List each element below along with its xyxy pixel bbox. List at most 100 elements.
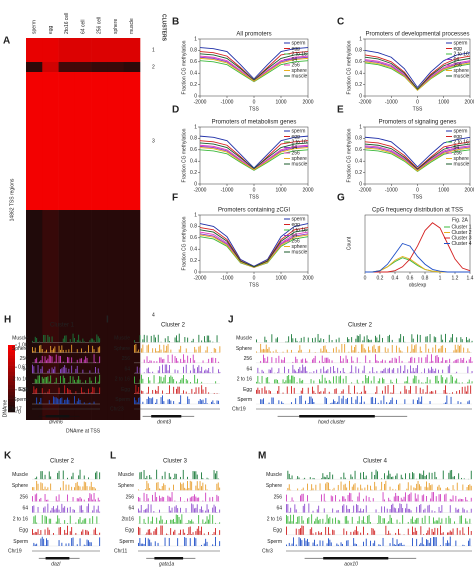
track-signal bbox=[365, 349, 367, 353]
track-signal bbox=[199, 371, 201, 374]
track-signal bbox=[202, 478, 204, 480]
legend-label: 2 to 16 bbox=[292, 227, 308, 233]
track-signal bbox=[192, 338, 194, 343]
track-signal bbox=[205, 341, 207, 343]
track-signal bbox=[191, 519, 193, 524]
track-signal bbox=[260, 399, 262, 404]
track-signal bbox=[138, 397, 140, 404]
track-signal bbox=[208, 531, 209, 535]
track-signal bbox=[183, 366, 184, 374]
x-tick-label: 0 bbox=[253, 275, 256, 281]
track-signal bbox=[261, 388, 263, 394]
track-signal bbox=[438, 380, 439, 384]
track-signal bbox=[350, 493, 352, 502]
track-signal bbox=[192, 504, 194, 513]
track-signal bbox=[344, 498, 346, 502]
track-signal bbox=[336, 510, 338, 513]
column-label: egg bbox=[48, 25, 54, 34]
track-signal bbox=[192, 532, 194, 535]
track-signal bbox=[322, 540, 324, 546]
legend-label: muscle bbox=[454, 161, 470, 167]
track-signal bbox=[75, 382, 77, 384]
track-signal bbox=[357, 505, 359, 513]
track-signal bbox=[435, 477, 437, 480]
track-signal bbox=[323, 508, 325, 513]
legend-label: Cluster 1 bbox=[452, 224, 472, 230]
track-signal bbox=[78, 398, 80, 404]
track-signal bbox=[97, 497, 99, 502]
track-signal bbox=[44, 506, 46, 513]
legend-label: Cluster 2 bbox=[452, 230, 472, 236]
track-signal bbox=[353, 505, 355, 513]
track-signal bbox=[300, 380, 302, 384]
track-signal bbox=[448, 488, 450, 491]
track-signal bbox=[347, 397, 348, 404]
legend-label: Cluster 3 bbox=[452, 235, 472, 241]
track-signal bbox=[434, 521, 436, 524]
track-signal bbox=[142, 378, 144, 384]
track-signal bbox=[428, 515, 430, 524]
track-signal bbox=[178, 517, 180, 524]
track-signal bbox=[204, 370, 205, 374]
track-signal bbox=[440, 511, 441, 513]
track-signal bbox=[388, 521, 390, 524]
track-signal bbox=[428, 504, 430, 513]
track-signal bbox=[93, 387, 95, 394]
track-signal bbox=[432, 347, 434, 353]
track-signal bbox=[470, 497, 472, 502]
track-signal bbox=[271, 367, 273, 374]
track-signal bbox=[47, 376, 49, 384]
track-signal bbox=[462, 527, 464, 535]
track-signal bbox=[404, 381, 406, 384]
track-signal bbox=[389, 509, 391, 513]
track-signal bbox=[161, 519, 163, 524]
track-signal bbox=[198, 365, 200, 374]
track-signal bbox=[170, 400, 172, 404]
x-axis-label: TSS bbox=[413, 106, 423, 112]
track-signal bbox=[164, 364, 166, 374]
track-signal bbox=[429, 401, 431, 404]
track-signal bbox=[396, 473, 398, 480]
track-signal bbox=[86, 539, 88, 546]
track-signal bbox=[41, 388, 43, 394]
track-signal bbox=[340, 375, 341, 384]
track-signal bbox=[157, 542, 159, 546]
track-signal bbox=[323, 366, 325, 374]
track-signal bbox=[441, 533, 443, 535]
track-signal bbox=[456, 337, 458, 343]
track-signal bbox=[402, 515, 404, 524]
colorbar-step bbox=[8, 358, 15, 363]
track-signal bbox=[319, 518, 321, 524]
track-signal bbox=[187, 498, 188, 502]
track-signal bbox=[64, 399, 66, 404]
track-signal bbox=[407, 369, 409, 374]
track-signal bbox=[92, 516, 94, 524]
heat-cell bbox=[107, 62, 125, 73]
track-signal bbox=[323, 391, 325, 394]
track-signal bbox=[425, 392, 427, 394]
track-signal bbox=[352, 350, 354, 353]
track-signal bbox=[213, 532, 215, 535]
track-signal bbox=[155, 402, 156, 404]
track-signal bbox=[302, 505, 304, 513]
series-line bbox=[364, 56, 471, 90]
track-signal bbox=[366, 335, 368, 343]
track-signal bbox=[319, 340, 320, 343]
track-signal bbox=[88, 388, 89, 394]
y-tick-label: 1 bbox=[194, 212, 197, 218]
track-signal bbox=[461, 477, 462, 480]
track-signal bbox=[413, 531, 415, 535]
track-signal bbox=[41, 366, 43, 374]
track-signal bbox=[343, 528, 345, 535]
track-signal bbox=[175, 473, 177, 480]
track-signal bbox=[419, 544, 420, 546]
track-signal bbox=[202, 482, 204, 491]
track-signal bbox=[373, 344, 375, 353]
track-signal bbox=[173, 379, 175, 384]
track-signal bbox=[152, 494, 153, 502]
track-signal bbox=[54, 397, 56, 404]
track-signal bbox=[300, 390, 302, 394]
track-signal bbox=[136, 402, 138, 404]
track-signal bbox=[150, 532, 152, 535]
track-signal bbox=[268, 390, 270, 394]
